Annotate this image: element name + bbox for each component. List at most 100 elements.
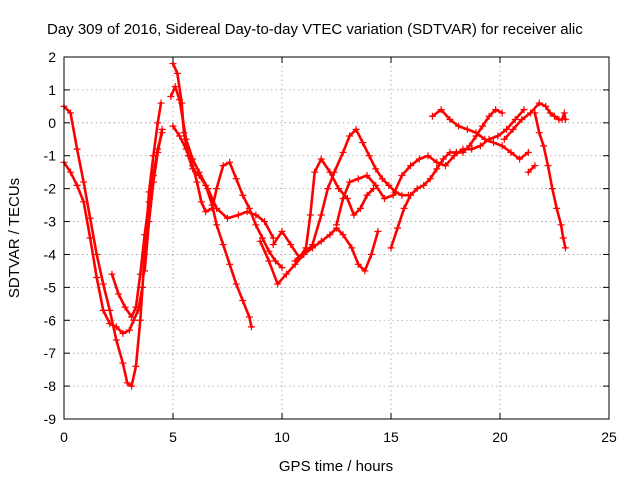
- y-tick-label: -4: [44, 246, 57, 262]
- data-point: [524, 168, 532, 176]
- data-point: [309, 241, 317, 249]
- y-tick-label: -5: [44, 279, 57, 295]
- data-point: [498, 109, 506, 117]
- data-point: [503, 125, 511, 133]
- series-line: [258, 226, 380, 286]
- data-point: [346, 178, 354, 186]
- data-point: [226, 158, 234, 166]
- data-point: [516, 155, 524, 163]
- data-point: [176, 96, 184, 104]
- data-point: [158, 125, 166, 133]
- data-point: [509, 125, 517, 133]
- data-point: [363, 191, 371, 199]
- data-point: [256, 237, 264, 245]
- data-point: [520, 106, 528, 114]
- chart-title: Day 309 of 2016, Sidereal Day-to-day VTE…: [47, 21, 583, 38]
- data-point: [167, 92, 175, 100]
- data-point: [544, 162, 552, 170]
- data-point: [193, 178, 201, 186]
- data-point: [524, 148, 532, 156]
- data-point: [123, 379, 131, 387]
- data-point: [189, 162, 197, 170]
- data-point: [300, 250, 308, 258]
- data-point: [531, 162, 539, 170]
- data-point: [400, 204, 408, 212]
- y-tick-label: -3: [44, 214, 57, 230]
- data-point: [108, 270, 116, 278]
- data-point: [535, 129, 543, 137]
- data-point: [426, 175, 434, 183]
- data-point: [287, 241, 295, 249]
- data-point: [73, 181, 81, 189]
- data-point: [479, 122, 487, 130]
- data-point: [542, 102, 550, 110]
- data-point: [182, 145, 190, 153]
- data-point: [350, 211, 358, 219]
- data-point: [560, 109, 568, 117]
- y-tick-label: -1: [44, 148, 57, 164]
- data-point: [252, 211, 260, 219]
- data-point: [492, 106, 500, 114]
- data-point: [202, 208, 210, 216]
- data-point: [306, 211, 314, 219]
- y-tick-label: -2: [44, 181, 57, 197]
- x-tick-label: 15: [383, 429, 399, 445]
- data-point: [132, 303, 140, 311]
- data-point: [374, 227, 382, 235]
- series-16: [141, 125, 166, 275]
- data-point: [99, 306, 107, 314]
- data-point: [154, 148, 162, 156]
- data-point: [367, 250, 375, 258]
- data-point: [136, 316, 144, 324]
- data-point: [80, 178, 88, 186]
- data-point: [333, 221, 340, 229]
- data-point: [407, 162, 415, 170]
- data-point: [365, 152, 373, 160]
- data-point: [99, 280, 107, 288]
- data-point: [548, 185, 556, 193]
- data-point: [339, 195, 347, 203]
- x-axis-label: GPS time / hours: [279, 458, 393, 475]
- data-point: [428, 112, 436, 120]
- data-point: [219, 162, 227, 170]
- data-point: [204, 185, 212, 193]
- data-point: [511, 116, 519, 124]
- data-point: [173, 69, 181, 77]
- data-point: [271, 257, 279, 265]
- data-point: [252, 221, 260, 229]
- data-point: [561, 116, 569, 124]
- data-point: [106, 320, 114, 328]
- series-15: [524, 162, 539, 176]
- data-point: [80, 198, 88, 206]
- data-point: [359, 139, 367, 147]
- data-point: [442, 162, 449, 170]
- data-point: [439, 155, 447, 163]
- data-point: [67, 168, 75, 176]
- data-point: [553, 204, 561, 212]
- x-tick-label: 0: [60, 429, 68, 445]
- data-point: [489, 139, 497, 147]
- data-point: [330, 168, 338, 176]
- data-point: [385, 181, 393, 189]
- x-tick-label: 10: [274, 429, 290, 445]
- data-point: [232, 175, 240, 183]
- data-point: [348, 244, 356, 252]
- data-series: [60, 60, 569, 390]
- data-point: [119, 359, 127, 367]
- data-point: [531, 109, 539, 117]
- data-point: [239, 297, 247, 305]
- data-point: [476, 142, 484, 150]
- data-point: [446, 148, 454, 156]
- data-point: [356, 204, 364, 212]
- data-point: [463, 125, 471, 133]
- data-point: [413, 185, 421, 193]
- data-point: [446, 116, 454, 124]
- data-point: [485, 112, 493, 120]
- data-point: [291, 257, 299, 265]
- series-line: [431, 108, 530, 161]
- data-point: [208, 204, 216, 212]
- series-line: [110, 131, 164, 319]
- data-point: [278, 264, 286, 272]
- data-point: [339, 148, 347, 156]
